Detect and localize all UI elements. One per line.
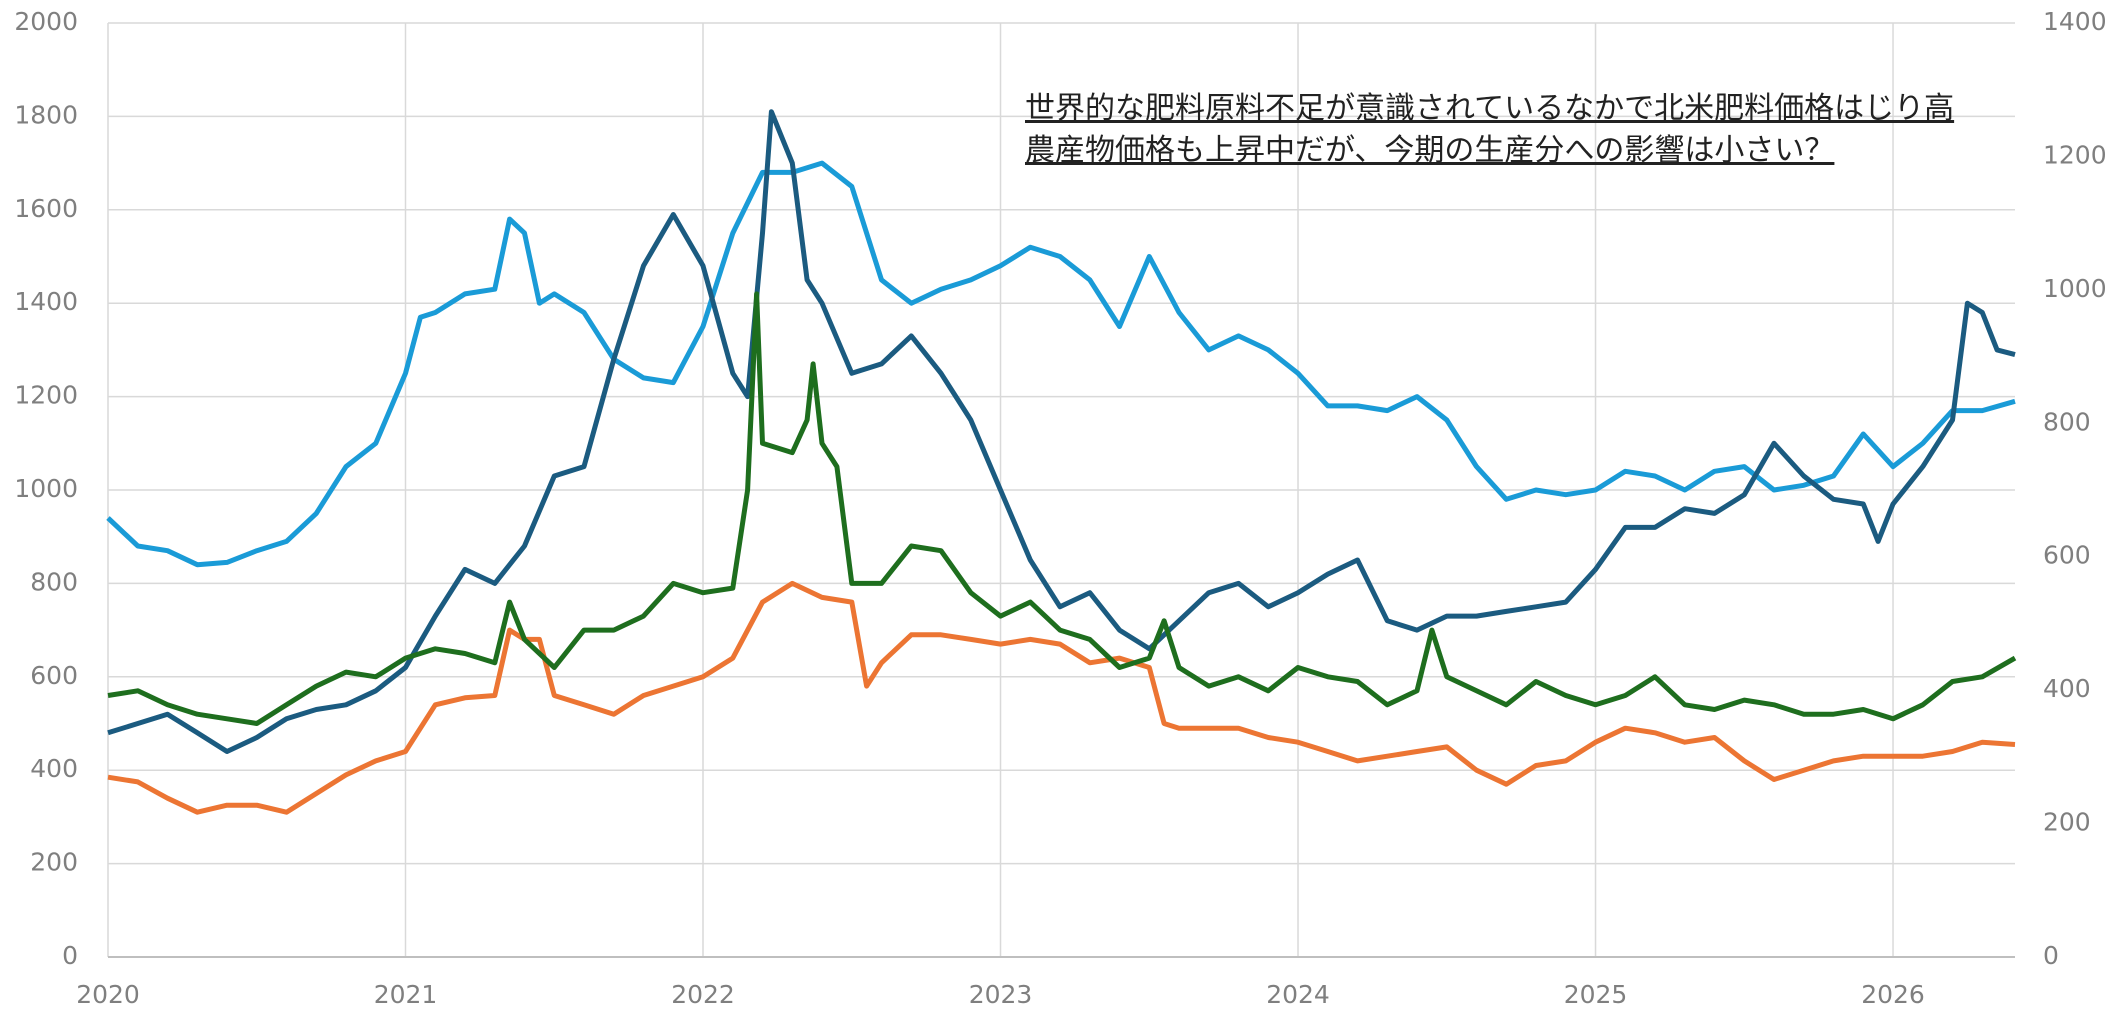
y2-tick-label: 1400: [2043, 7, 2107, 36]
x-tick-label: 2023: [969, 980, 1033, 1009]
x-tick-label: 2026: [1861, 980, 1925, 1009]
y-tick-label: 1000: [14, 474, 78, 503]
x-tick-label: 2020: [76, 980, 140, 1009]
y-tick-label: 1800: [14, 100, 78, 129]
y-tick-label: 1600: [14, 194, 78, 223]
y2-tick-label: 200: [2043, 808, 2091, 837]
y-tick-label: 400: [30, 754, 78, 783]
y-tick-label: 1200: [14, 381, 78, 410]
series-line: [107, 109, 2016, 754]
y2-tick-label: 800: [2043, 407, 2091, 436]
x-tick-label: 2022: [671, 980, 735, 1009]
series-line: [106, 160, 2016, 568]
y-tick-label: 600: [30, 661, 78, 690]
y2-tick-label: 400: [2043, 674, 2091, 703]
y-tick-label: 2000: [14, 7, 78, 36]
y2-tick-label: 0: [2043, 941, 2059, 970]
series-line: [107, 580, 2016, 815]
y-tick-label: 0: [62, 941, 78, 970]
y-tick-label: 800: [30, 567, 78, 596]
series-line: [107, 291, 2017, 726]
y2-tick-label: 1000: [2043, 274, 2107, 303]
y2-tick-label: 600: [2043, 541, 2091, 570]
y2-tick-label: 1200: [2043, 140, 2107, 169]
x-tick-label: 2025: [1564, 980, 1628, 1009]
y-tick-label: 1400: [14, 287, 78, 316]
x-tick-label: 2021: [374, 980, 438, 1009]
x-tick-label: 2024: [1266, 980, 1330, 1009]
y-tick-label: 200: [30, 848, 78, 877]
annotation: 農産物価格も上昇中だが、今期の生産分への影響は小さい？: [1025, 133, 1834, 168]
annotation: 世界的な肥料原料不足が意識されているなかで北米肥料価格はじり高: [1025, 91, 1954, 126]
